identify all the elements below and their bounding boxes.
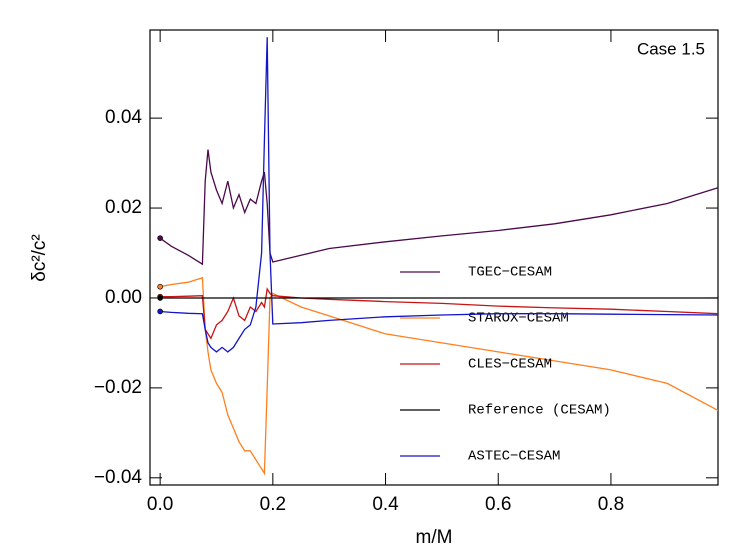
start-marker <box>157 283 163 290</box>
y-tick-label: −0.04 <box>94 467 143 488</box>
x-tick-label: 0.0 <box>147 494 173 515</box>
legend-label: STAROX−CESAM <box>468 311 569 327</box>
series-line <box>160 287 719 340</box>
legend-label: CLES−CESAM <box>468 357 552 373</box>
start-marker <box>157 308 163 315</box>
x-tick-label: 0.2 <box>260 494 286 515</box>
y-tick-label: 0.04 <box>105 107 142 128</box>
x-tick-label: 0.8 <box>598 494 624 515</box>
annotation: Case 1.5 <box>637 39 705 58</box>
legend-label: TGEC−CESAM <box>468 265 552 281</box>
x-tick-label: 0.6 <box>485 494 511 515</box>
y-tick-label: 0.02 <box>105 197 142 218</box>
series-line <box>160 37 719 353</box>
plot-frame <box>149 29 719 486</box>
start-marker <box>157 235 163 241</box>
x-tick-label: 0.4 <box>372 494 399 515</box>
series-line <box>159 149 719 266</box>
series-line <box>159 276 719 476</box>
legend-label: Reference (CESAM) <box>468 403 611 419</box>
y-axis-label: δc²/c² <box>29 234 50 282</box>
legend-label: ASTEC−CESAM <box>468 449 560 465</box>
start-marker <box>157 295 163 301</box>
y-tick-label: 0.00 <box>105 287 142 308</box>
x-axis-label: m/M <box>416 527 453 548</box>
y-tick-label: −0.02 <box>94 377 142 398</box>
